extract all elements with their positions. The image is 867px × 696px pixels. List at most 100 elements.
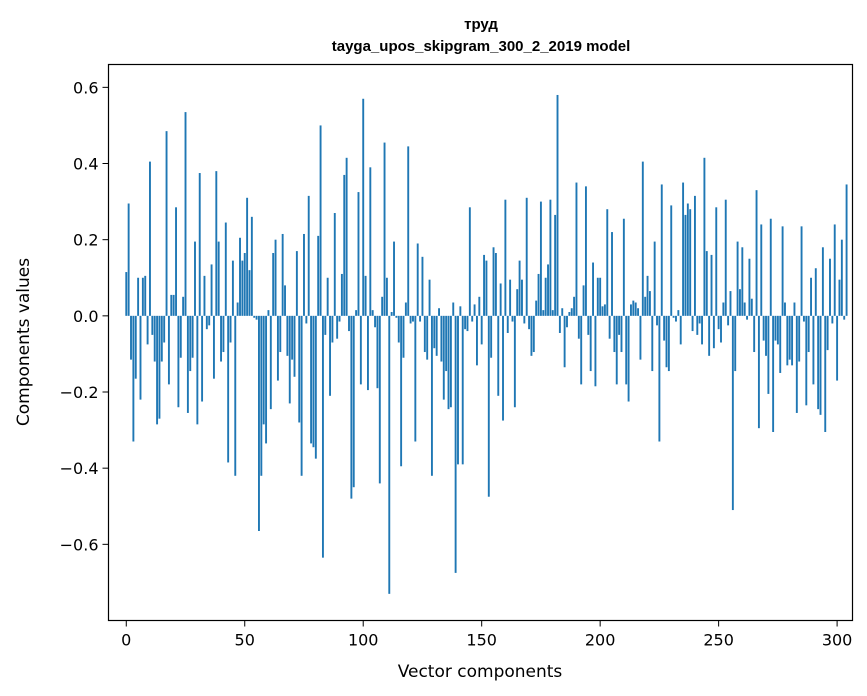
bar-95 — [350, 315, 353, 499]
bar-140 — [457, 315, 459, 465]
bar-286 — [802, 315, 805, 322]
bar-293 — [819, 315, 822, 415]
bar-299 — [833, 224, 836, 316]
bar-71 — [293, 315, 296, 377]
y-axis-label: Components values — [14, 258, 34, 426]
bar-17 — [165, 131, 168, 316]
bar-262 — [746, 315, 749, 320]
bar-162 — [509, 279, 512, 316]
bar-171 — [530, 315, 533, 356]
bar-192 — [580, 315, 583, 385]
bar-281 — [791, 315, 794, 366]
bar-23 — [179, 315, 182, 358]
bar-18 — [167, 315, 170, 385]
bar-236 — [684, 214, 687, 316]
bar-195 — [587, 315, 590, 335]
bar-74 — [300, 315, 303, 476]
bar-288 — [807, 315, 810, 353]
plot-frame — [107, 63, 854, 622]
bar-265 — [753, 315, 756, 353]
bar-142 — [461, 315, 464, 465]
y-tick-label: 0.2 — [73, 231, 98, 250]
bar-86 — [329, 315, 331, 396]
bar-256 — [731, 315, 734, 511]
bar-136 — [447, 315, 450, 410]
bar-10 — [149, 161, 151, 316]
x-tick-label: 50 — [235, 631, 255, 650]
bar-246 — [708, 315, 711, 356]
bar-135 — [445, 315, 448, 372]
bar-259 — [739, 289, 741, 316]
bar-8 — [144, 275, 147, 316]
bar-34 — [205, 315, 208, 330]
bar-123 — [416, 243, 419, 316]
bar-208 — [618, 315, 621, 335]
bar-109 — [383, 142, 386, 316]
bar-50 — [243, 253, 246, 316]
x-tick-label: 150 — [466, 631, 497, 650]
bar-82 — [319, 125, 322, 316]
bar-218 — [641, 161, 644, 316]
bar-252 — [722, 302, 725, 316]
bar-145 — [468, 207, 471, 316]
bar-146 — [471, 315, 474, 322]
bar-235 — [682, 182, 685, 316]
bar-45 — [231, 260, 234, 316]
bar-101 — [364, 275, 367, 316]
bar-282 — [793, 302, 796, 316]
bar-67 — [284, 285, 286, 316]
bar-157 — [497, 315, 500, 396]
bar-22 — [177, 315, 180, 408]
bar-148 — [476, 315, 478, 366]
bar-243 — [701, 315, 703, 345]
bar-209 — [620, 315, 623, 353]
bar-198 — [594, 315, 597, 387]
bar-107 — [378, 315, 381, 484]
bar-144 — [466, 315, 469, 332]
bar-248 — [712, 315, 715, 349]
bar-220 — [646, 275, 649, 316]
bar-302 — [840, 239, 843, 316]
bar-94 — [348, 315, 350, 332]
bar-30 — [196, 315, 199, 425]
bar-304 — [845, 184, 848, 316]
bar-279 — [786, 315, 789, 366]
bar-61 — [269, 315, 272, 410]
bar-117 — [402, 315, 405, 358]
bar-266 — [755, 190, 758, 316]
bar-254 — [727, 315, 730, 326]
bar-26 — [186, 315, 189, 413]
bar-116 — [400, 315, 403, 467]
bar-31 — [198, 173, 201, 316]
bar-78 — [310, 315, 313, 444]
bar-69 — [288, 315, 291, 404]
bar-65 — [279, 315, 282, 353]
bar-207 — [615, 315, 618, 385]
bar-291 — [814, 268, 817, 316]
bar-301 — [838, 279, 841, 316]
bar-224 — [656, 315, 658, 326]
bar-238 — [689, 209, 692, 316]
bar-41 — [222, 315, 225, 353]
bar-177 — [544, 277, 547, 316]
bar-120 — [409, 315, 412, 324]
bar-47 — [236, 302, 239, 316]
bar-285 — [800, 226, 803, 316]
bar-102 — [367, 315, 369, 391]
bar-92 — [343, 174, 346, 316]
bar-153 — [487, 315, 490, 497]
bar-211 — [625, 315, 628, 385]
bar-147 — [473, 304, 476, 316]
bar-165 — [516, 289, 519, 316]
bar-152 — [485, 260, 488, 316]
bar-113 — [393, 241, 395, 316]
bar-242 — [698, 315, 701, 324]
bar-118 — [404, 302, 407, 316]
x-tick-label: 300 — [822, 631, 853, 650]
bar-114 — [395, 315, 398, 318]
bar-175 — [539, 201, 542, 316]
bar-184 — [561, 308, 564, 316]
bar-12 — [153, 315, 156, 362]
bar-106 — [376, 315, 379, 389]
bar-122 — [414, 315, 417, 442]
